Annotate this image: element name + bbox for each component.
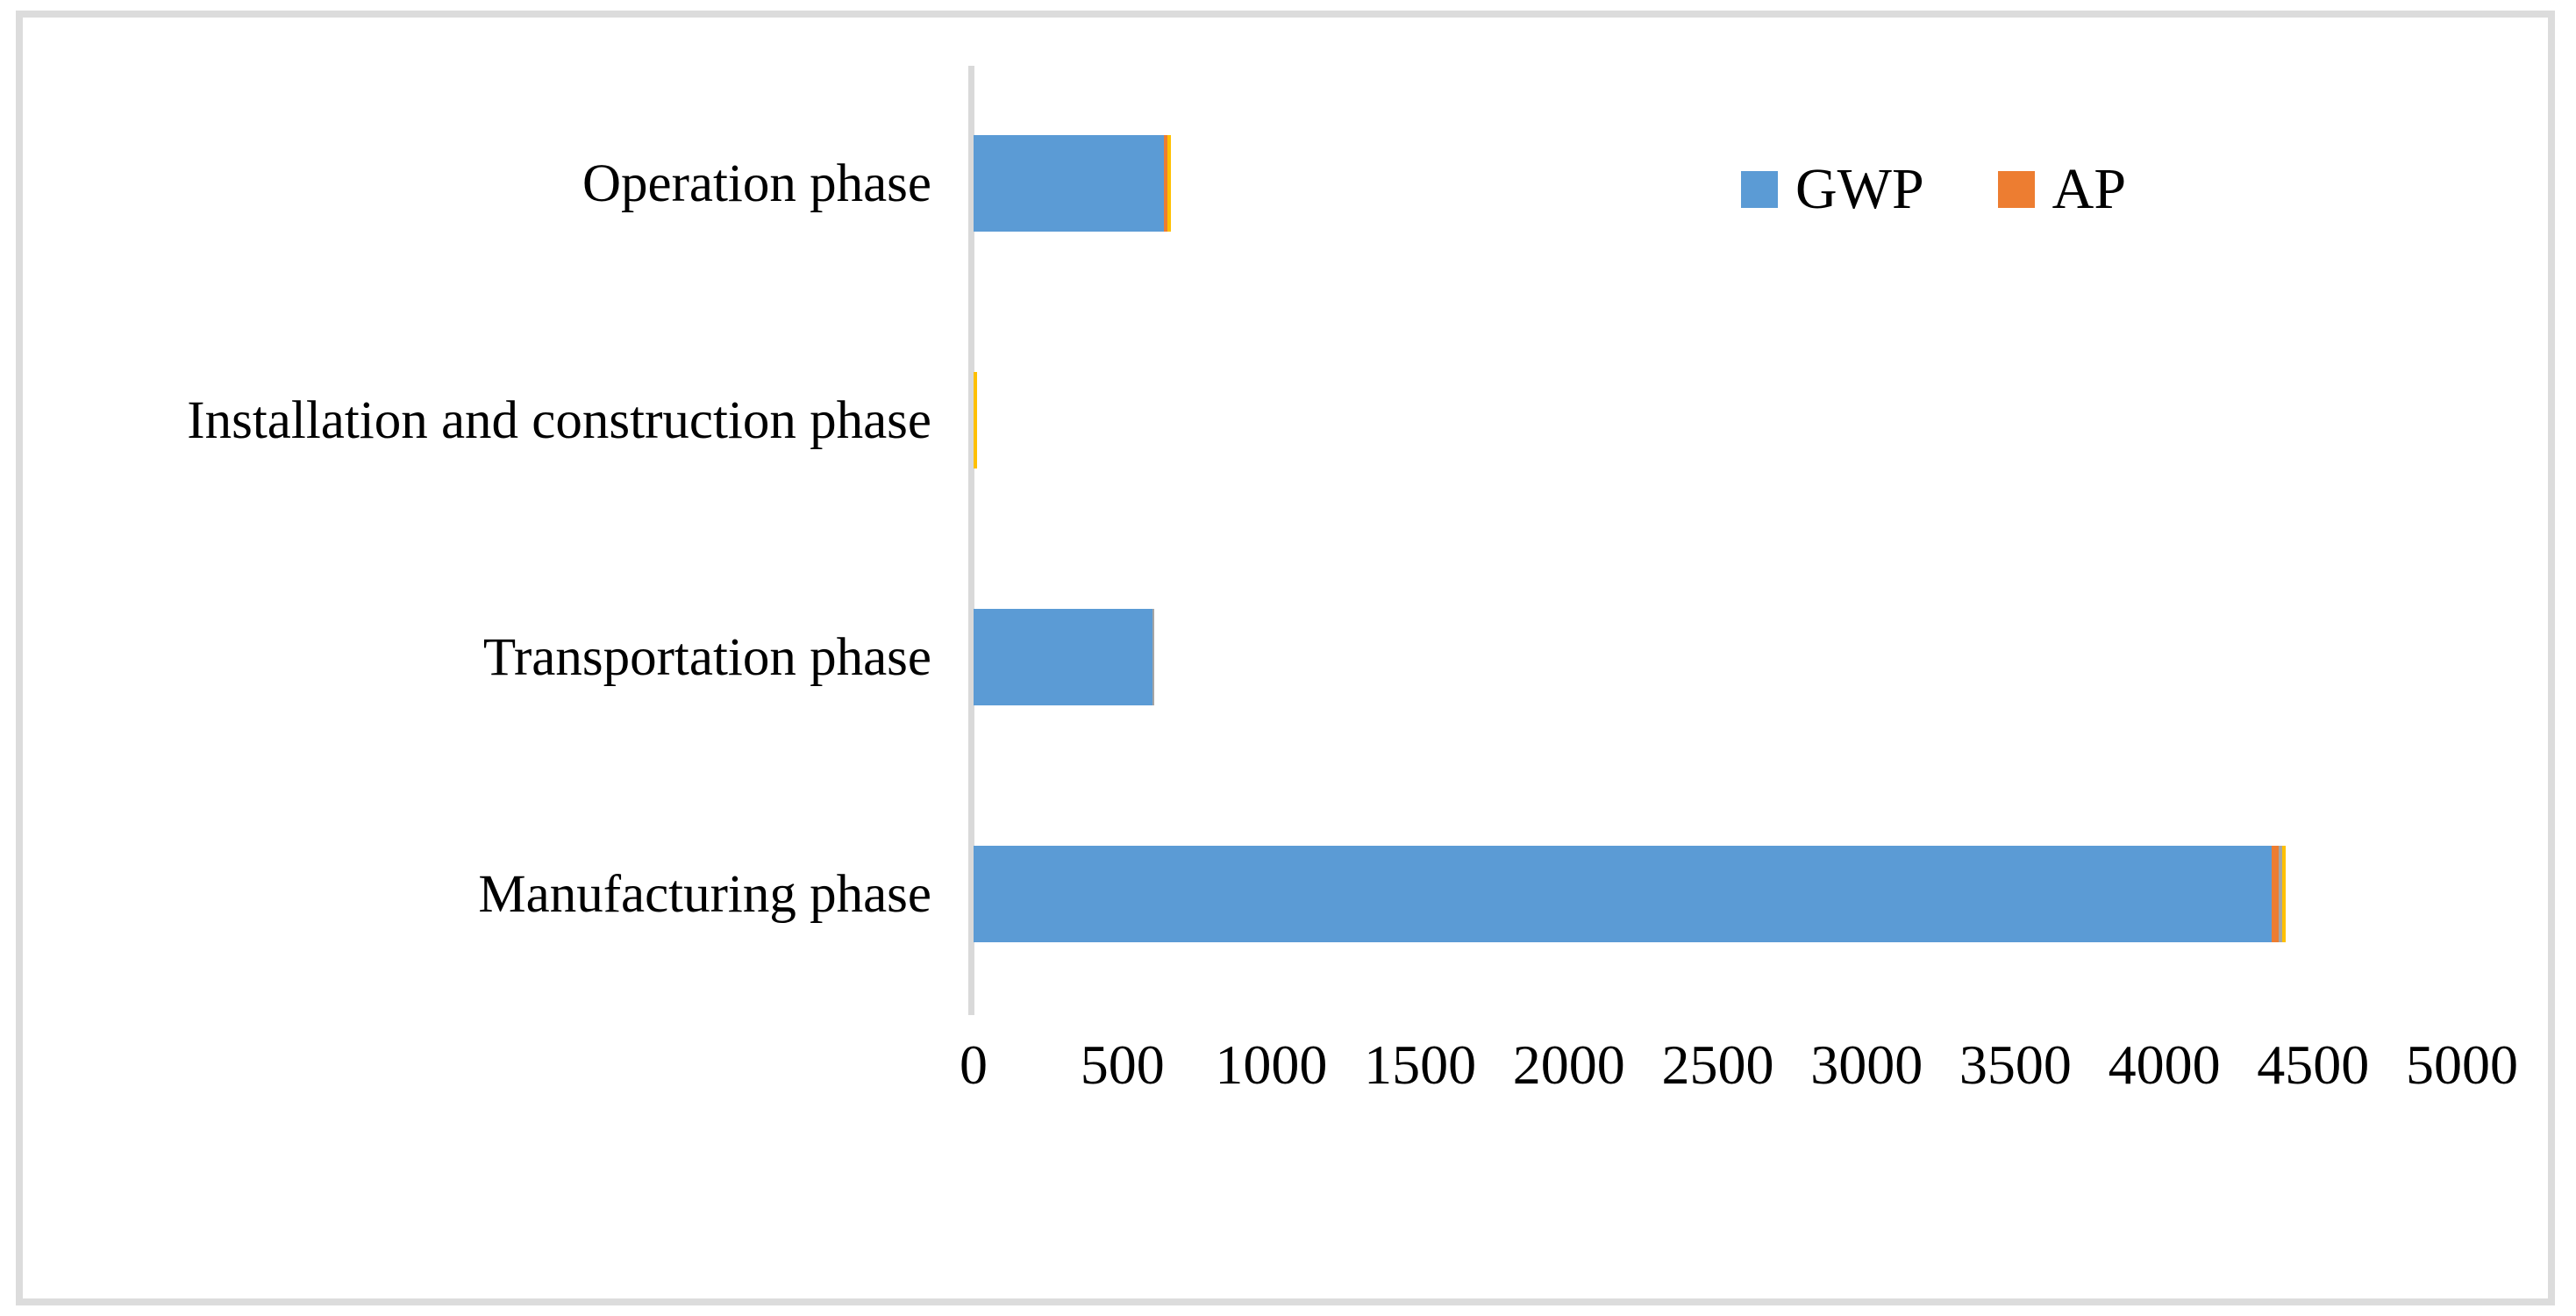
legend: GWP AP <box>1741 161 2126 218</box>
y-axis-line <box>968 66 974 1015</box>
x-axis-tick-label: 500 <box>1080 1033 1165 1096</box>
x-axis-tick-label: 1000 <box>1215 1033 1328 1096</box>
legend-swatch-ap-icon <box>1997 171 2035 208</box>
x-axis-tick-label: 1500 <box>1364 1033 1477 1096</box>
bar-installation-phase <box>974 372 978 468</box>
bar-row-manufacturing-phase: Manufacturing phase <box>0 846 2576 942</box>
bar-segment-unlabeled-yellow <box>1167 135 1171 232</box>
category-label-transportation-phase: Transportation phase <box>482 627 931 687</box>
bar-segment-ap <box>2271 846 2280 942</box>
bar-operation-phase <box>974 135 1171 232</box>
legend-item-ap: AP <box>1997 157 2127 221</box>
x-axis-tick-label: 2000 <box>1512 1033 1625 1096</box>
category-label-installation-phase: Installation and construction phase <box>187 390 931 450</box>
bar-segment-unlabeled-yellow <box>2282 846 2286 942</box>
bar-row-operation-phase: Operation phase <box>0 135 2576 232</box>
legend-label-ap: AP <box>2052 157 2127 221</box>
bar-transportation-phase <box>974 609 1155 705</box>
bar-segment-ap <box>1164 135 1167 232</box>
x-axis-tick-label: 4500 <box>2257 1033 2370 1096</box>
category-label-operation-phase: Operation phase <box>582 154 931 213</box>
bar-segment-gwp <box>974 609 1152 705</box>
bar-row-installation-phase: Installation and construction phase <box>0 372 2576 468</box>
bar-manufacturing-phase <box>974 846 2286 942</box>
x-axis-tick-label: 0 <box>960 1033 988 1096</box>
x-axis: 0 500 1000 1500 2000 2500 3000 3500 4000 4500 5000 <box>0 1037 2576 1116</box>
legend-item-gwp: GWP <box>1741 161 1924 218</box>
x-axis-tick-label: 3500 <box>1959 1033 2072 1096</box>
x-axis-tick-label: 5000 <box>2406 1033 2518 1096</box>
bar-segment-gwp <box>974 135 1165 232</box>
x-axis-tick-label: 2500 <box>1661 1033 1774 1096</box>
bar-segment-unlabeled-gray <box>1152 609 1155 705</box>
bar-segment-unlabeled-yellow <box>974 372 978 468</box>
bar-segment-gwp <box>974 846 2272 942</box>
x-axis-tick-label: 4000 <box>2108 1033 2221 1096</box>
category-label-manufacturing-phase: Manufacturing phase <box>478 864 931 924</box>
legend-swatch-gwp-icon <box>1741 171 1778 208</box>
legend-label-gwp: GWP <box>1795 157 1924 221</box>
x-axis-tick-label: 3000 <box>1810 1033 1923 1096</box>
bar-segment-unlabeled-gray <box>2279 846 2283 942</box>
bar-row-transportation-phase: Transportation phase <box>0 609 2576 705</box>
figure-border <box>16 11 2555 1305</box>
